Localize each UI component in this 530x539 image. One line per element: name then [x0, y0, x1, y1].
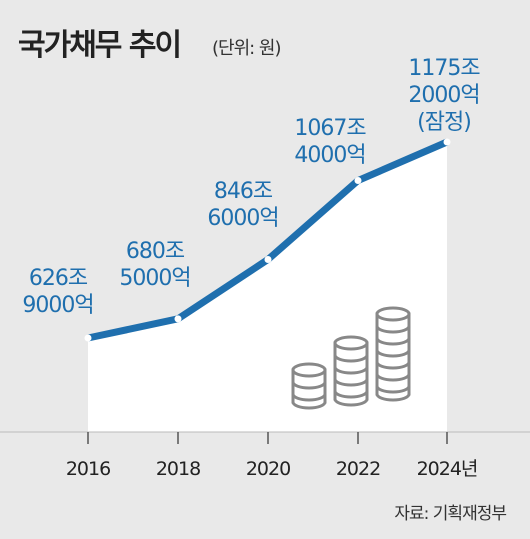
data-point-2018: [174, 315, 182, 323]
x-tick-label: 2016: [66, 458, 110, 480]
data-label-2018: 680조 5000억: [119, 239, 190, 291]
unit-label: (단위: 원): [212, 38, 282, 59]
data-point-2022: [354, 177, 362, 185]
data-point-2016: [84, 334, 92, 342]
x-tick-label: 2022: [336, 458, 380, 480]
x-tick-label: 2024년: [417, 458, 478, 480]
data-label-2016: 626조 9000억: [22, 266, 93, 318]
chart-title: 국가채무 추이: [18, 28, 182, 63]
data-label-2020: 846조 6000억: [207, 179, 278, 231]
x-tick-label: 2018: [156, 458, 200, 480]
x-tick-label: 2020: [246, 458, 290, 480]
data-label-2022: 1067조 4000억: [294, 116, 366, 168]
data-label-2024년: 1175조 2000억 (잠정): [408, 56, 480, 135]
coin-stack-icon: [291, 306, 411, 410]
source-note: 자료: 기획재정부: [394, 504, 507, 524]
data-point-2020: [264, 255, 272, 263]
data-point-2024년: [443, 138, 451, 146]
